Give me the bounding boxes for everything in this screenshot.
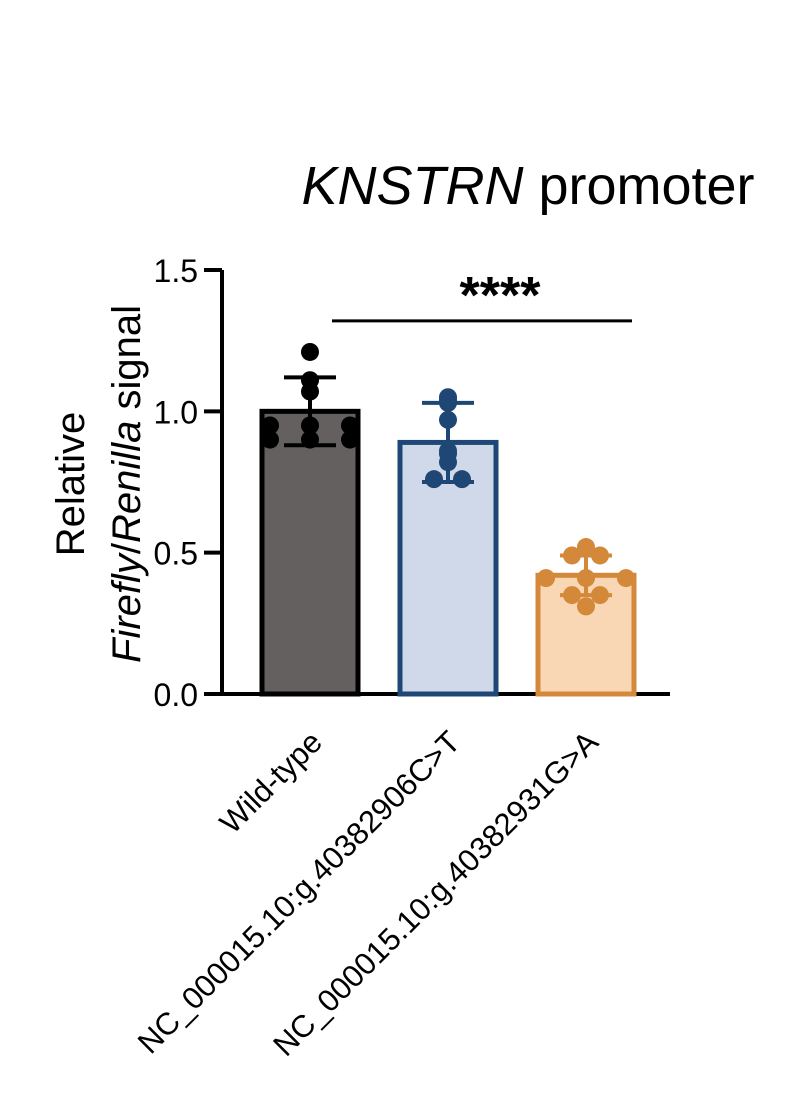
data-point: [425, 470, 443, 489]
data-points: [261, 342, 635, 616]
y-axis-label-line2: Firefly/Renilla signal: [105, 305, 149, 663]
data-point: [439, 410, 457, 429]
y-tick-label: 1.5: [154, 253, 198, 289]
x-tick-labels: Wild-typeNC_000015.10:g.40382906C>TNC_00…: [131, 724, 605, 1063]
data-point: [577, 597, 595, 616]
data-point: [301, 430, 319, 449]
data-point: [301, 382, 319, 401]
data-point: [453, 470, 471, 489]
chart-title: KNSTRN promoter: [301, 156, 754, 216]
data-point: [301, 342, 319, 361]
data-point: [261, 416, 279, 435]
bar: [259, 408, 361, 697]
y-tick-label: 1.0: [154, 394, 198, 430]
y-axis-label-firefly: Firefly: [105, 551, 149, 663]
chart-title-gene: KNSTRN: [301, 156, 524, 216]
data-point: [563, 546, 581, 565]
data-point: [591, 546, 609, 565]
data-point: [301, 416, 319, 435]
significance-annotation: ****: [332, 267, 632, 325]
data-point: [617, 569, 635, 588]
data-point: [591, 586, 609, 605]
data-point: [341, 416, 359, 435]
y-tick-label: 0.5: [154, 536, 198, 572]
y-ticks: 0.0 0.5 1.0 1.5: [154, 253, 222, 713]
chart-title-rest: promoter: [523, 156, 754, 216]
x-tick-label: Wild-type: [213, 724, 329, 840]
data-point: [439, 441, 457, 460]
y-axis-label-slash: /: [105, 542, 149, 554]
data-point: [341, 430, 359, 449]
data-point: [439, 388, 457, 407]
data-point: [577, 538, 595, 557]
data-point: [537, 569, 555, 588]
data-point: [577, 569, 595, 588]
data-point: [563, 586, 581, 605]
y-axis-label-signal: signal: [105, 305, 149, 421]
bar: [397, 439, 499, 697]
significance-label: ****: [460, 267, 542, 325]
y-axis-label-line1: Relative: [49, 412, 93, 557]
y-axis-label-renilla: Renilla: [105, 421, 149, 543]
y-tick-label: 0.0: [154, 677, 198, 713]
data-point: [261, 430, 279, 449]
